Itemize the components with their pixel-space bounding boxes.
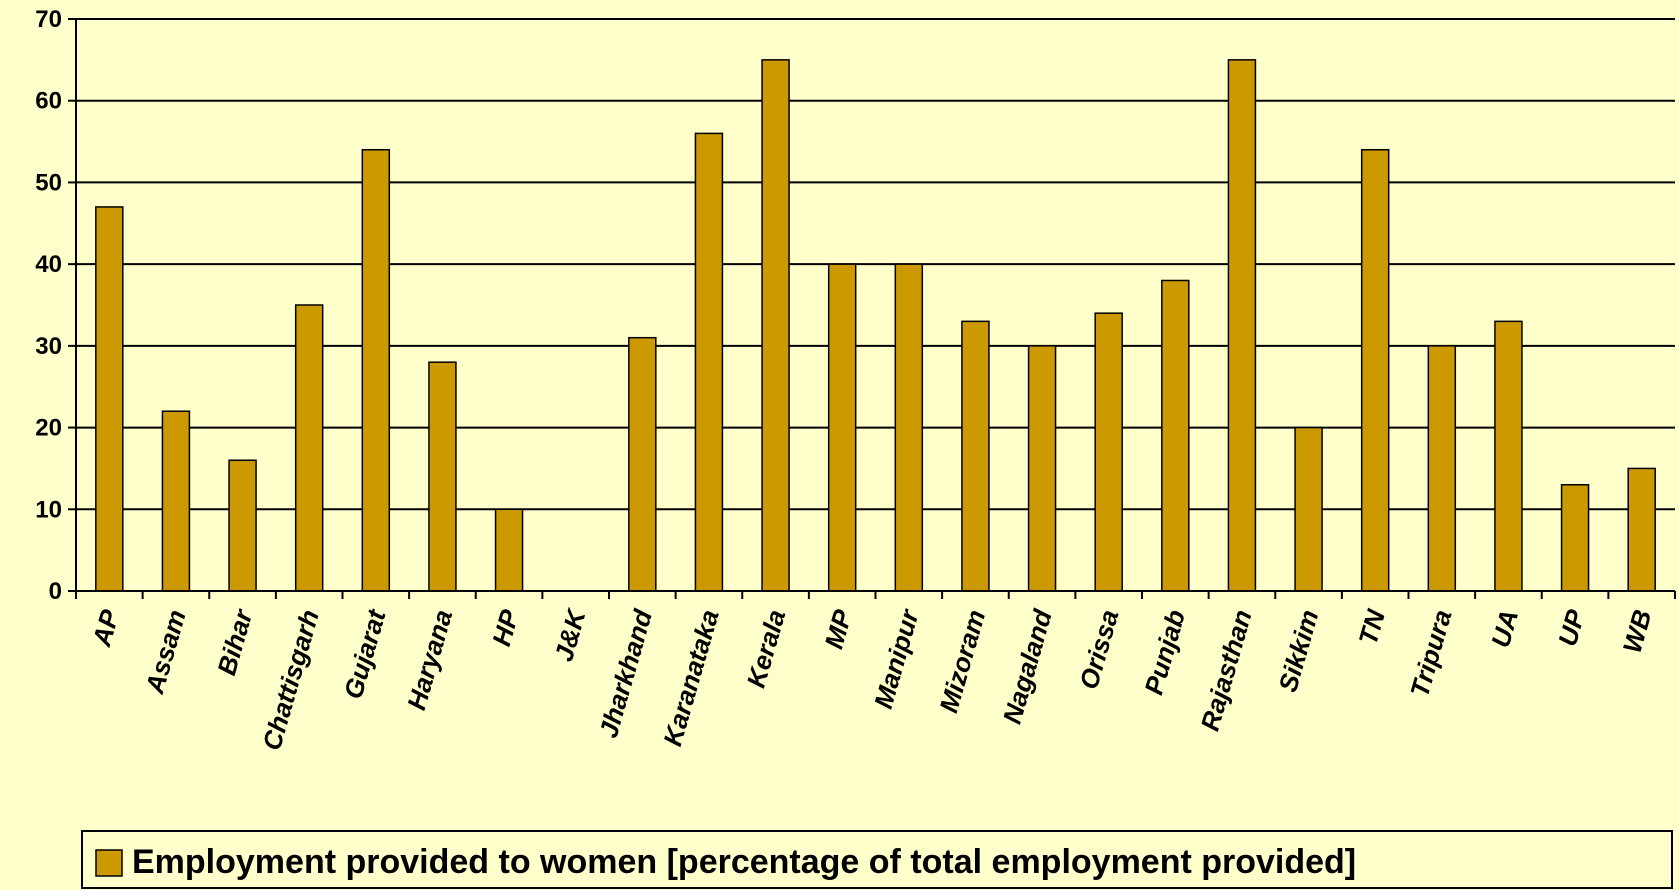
- y-tick-label: 50: [35, 169, 62, 196]
- bar: [161, 410, 191, 592]
- x-tick-label: HP: [486, 606, 525, 650]
- bar: [761, 59, 790, 592]
- bar: [894, 263, 924, 592]
- bar: [694, 132, 724, 592]
- x-tick-label: Gujarat: [338, 605, 392, 702]
- y-tick-label: 40: [35, 251, 62, 278]
- legend-box: [81, 830, 1673, 889]
- x-tick-label: Rajasthan: [1195, 606, 1258, 734]
- bar: [294, 304, 324, 592]
- bar: [1227, 59, 1257, 592]
- x-tick-label: Mizoram: [933, 606, 991, 716]
- x-tick-label: Kerala: [741, 606, 792, 691]
- bar: [428, 361, 457, 592]
- y-tick-label: 30: [35, 333, 62, 360]
- y-tick-label: 60: [35, 88, 62, 115]
- x-tick-label: TN: [1353, 605, 1392, 648]
- x-tick-label: UA: [1485, 606, 1524, 650]
- bar: [1094, 312, 1123, 592]
- x-tick-label: Bihar: [211, 605, 259, 679]
- bar: [961, 320, 990, 592]
- y-tick-label: 0: [49, 578, 62, 605]
- bar: [628, 336, 657, 592]
- bar: [1494, 320, 1523, 592]
- x-tick-label: Jharkhand: [593, 605, 658, 741]
- y-tick-label: 70: [35, 6, 62, 33]
- bar: [1627, 467, 1656, 592]
- x-tick-label: Assam: [139, 606, 192, 697]
- bar: [827, 263, 857, 592]
- x-tick-label: Sikkim: [1272, 606, 1324, 695]
- x-tick-label: Tripura: [1404, 606, 1457, 700]
- x-tick-label: J&K: [548, 604, 592, 664]
- legend-label: Employment provided to women [percentage…: [132, 843, 1356, 881]
- bar: [1560, 484, 1590, 592]
- bars: [95, 59, 1656, 592]
- bar: [361, 148, 391, 592]
- x-tick-label: MP: [818, 606, 858, 652]
- axes: [68, 18, 1676, 599]
- y-tick-label: 10: [35, 496, 62, 523]
- bar: [95, 206, 124, 592]
- legend-swatch: [95, 849, 123, 877]
- bar: [494, 508, 524, 592]
- x-tick-label: Chattisgarh: [256, 606, 325, 753]
- x-tick-label: UP: [1552, 606, 1591, 650]
- y-tick-label: 20: [35, 415, 62, 442]
- x-tick-label: WB: [1617, 606, 1658, 656]
- x-tick-label: Karanataka: [657, 606, 724, 749]
- x-tick-label: Orissa: [1073, 606, 1124, 692]
- y-tick-labels: 0 10 20 30 40 50 60 70: [35, 6, 62, 605]
- x-tick-label: AP: [86, 606, 125, 651]
- x-tick-label: Haryana: [401, 606, 458, 713]
- bar: [1027, 345, 1057, 592]
- x-tick-label: Manipur: [868, 605, 925, 712]
- bar: [1161, 279, 1190, 592]
- gridlines: [76, 18, 1675, 511]
- legend: Employment provided to women [percentage…: [81, 830, 1673, 889]
- x-tick-label: Punjab: [1138, 606, 1191, 698]
- bar: [1360, 148, 1390, 592]
- bar: [1294, 426, 1323, 592]
- x-tick-label: Nagaland: [997, 605, 1058, 727]
- bar: [1427, 345, 1457, 592]
- bar: [228, 459, 257, 592]
